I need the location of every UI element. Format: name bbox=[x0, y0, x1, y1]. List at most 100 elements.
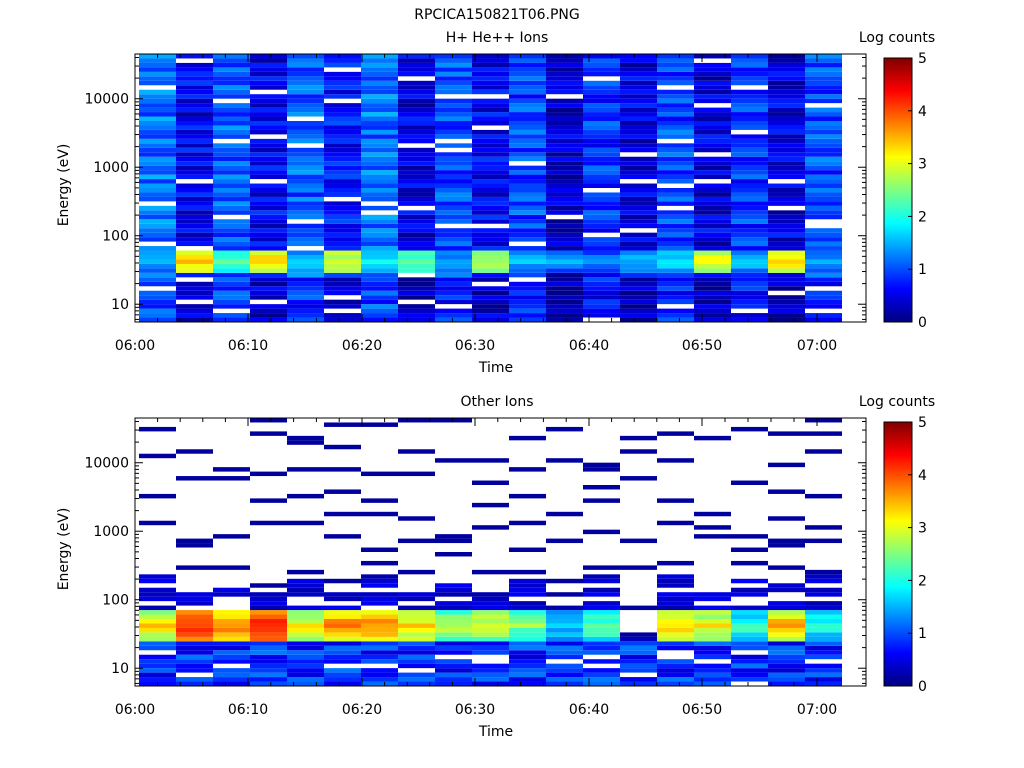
heatmap-cell bbox=[287, 668, 324, 673]
heatmap-cell bbox=[805, 263, 842, 269]
heatmap-cell bbox=[768, 121, 805, 126]
heatmap-cell bbox=[324, 627, 361, 633]
heatmap-cell bbox=[287, 179, 324, 184]
heatmap-cell bbox=[657, 62, 694, 68]
heatmap-cell bbox=[768, 672, 805, 678]
heatmap-cell bbox=[361, 89, 398, 95]
heatmap-cell bbox=[768, 116, 805, 121]
heatmap-cell bbox=[361, 246, 398, 251]
heatmap-cell bbox=[472, 174, 509, 180]
heatmap-cell bbox=[657, 210, 694, 215]
heatmap-cell bbox=[509, 290, 546, 296]
heatmap-cell bbox=[546, 255, 583, 260]
heatmap-cell bbox=[509, 76, 546, 81]
heatmap-cell bbox=[620, 255, 657, 260]
heatmap-cell bbox=[139, 677, 176, 682]
heatmap-cell bbox=[398, 196, 435, 202]
heatmap-cell bbox=[657, 281, 694, 287]
heatmap-cell bbox=[805, 125, 842, 130]
heatmap-cell bbox=[213, 58, 250, 63]
heatmap-cell bbox=[213, 192, 250, 197]
heatmap-cell bbox=[472, 116, 509, 121]
heatmap-cell bbox=[509, 116, 546, 121]
heatmap-cell bbox=[250, 672, 287, 678]
heatmap-cell bbox=[472, 263, 509, 269]
heatmap-cell bbox=[509, 67, 546, 72]
heatmap-cell bbox=[546, 290, 583, 296]
heatmap-cell bbox=[398, 418, 435, 423]
heatmap-cell bbox=[768, 103, 805, 108]
heatmap-cell bbox=[472, 219, 509, 224]
heatmap-cell bbox=[435, 313, 472, 318]
heatmap-cell bbox=[398, 147, 435, 153]
heatmap-cell bbox=[250, 107, 287, 113]
heatmap-cell bbox=[435, 161, 472, 166]
heatmap-cell bbox=[805, 619, 842, 624]
heatmap-cell bbox=[657, 76, 694, 81]
heatmap-cell bbox=[176, 116, 213, 121]
heatmap-cell bbox=[509, 317, 546, 322]
heatmap-cell bbox=[287, 299, 324, 305]
heatmap-cell bbox=[324, 210, 361, 215]
heatmap-cell bbox=[509, 54, 546, 59]
heatmap-cell bbox=[657, 121, 694, 126]
heatmap-cell bbox=[657, 54, 694, 59]
heatmap-cell bbox=[620, 67, 657, 72]
heatmap-cell bbox=[139, 210, 176, 215]
heatmap-cell bbox=[657, 498, 694, 503]
heatmap-cell bbox=[398, 188, 435, 193]
heatmap-cell bbox=[731, 210, 768, 215]
heatmap-cell bbox=[731, 241, 768, 247]
heatmap-cell bbox=[583, 299, 620, 305]
heatmap-cell bbox=[324, 659, 361, 664]
heatmap-cell bbox=[176, 627, 213, 633]
heatmap-cell bbox=[546, 250, 583, 255]
heatmap-cell bbox=[250, 605, 287, 611]
heatmap-cell bbox=[324, 304, 361, 309]
colorbar-tick-label: 0 bbox=[918, 315, 927, 331]
heatmap-cell bbox=[250, 67, 287, 72]
heatmap-cell bbox=[509, 627, 546, 633]
heatmap-cell bbox=[509, 467, 546, 472]
heatmap-cell bbox=[472, 304, 509, 309]
heatmap-cell bbox=[694, 94, 731, 99]
heatmap-cell bbox=[213, 125, 250, 130]
heatmap-cell bbox=[657, 192, 694, 197]
heatmap-cell bbox=[768, 263, 805, 269]
heatmap-cell bbox=[435, 232, 472, 238]
heatmap-cell bbox=[768, 605, 805, 611]
heatmap-cell bbox=[620, 62, 657, 68]
heatmap-cell bbox=[509, 71, 546, 77]
heatmap-cell bbox=[435, 672, 472, 678]
heatmap-cell bbox=[361, 560, 398, 566]
heatmap-cell bbox=[583, 650, 620, 655]
heatmap-cell bbox=[805, 183, 842, 188]
heatmap-cell bbox=[287, 313, 324, 318]
heatmap-cell bbox=[694, 223, 731, 229]
heatmap-cell bbox=[435, 268, 472, 273]
heatmap-cell bbox=[361, 156, 398, 162]
heatmap-cell bbox=[250, 228, 287, 233]
heatmap-cell bbox=[731, 614, 768, 619]
heatmap-cell bbox=[731, 272, 768, 278]
heatmap-cell bbox=[139, 277, 176, 282]
y-tick-label: 100 bbox=[102, 229, 129, 245]
heatmap-cell bbox=[472, 632, 509, 637]
heatmap-cell bbox=[731, 219, 768, 224]
heatmap-cell bbox=[694, 165, 731, 171]
heatmap-cell bbox=[620, 645, 657, 651]
heatmap-cell bbox=[176, 650, 213, 655]
heatmap-cell bbox=[250, 129, 287, 135]
heatmap-cell bbox=[435, 228, 472, 233]
heatmap-cell bbox=[361, 161, 398, 166]
heatmap-cell bbox=[546, 85, 583, 90]
heatmap-cell bbox=[768, 192, 805, 197]
heatmap-cell bbox=[620, 659, 657, 664]
heatmap-cell bbox=[287, 569, 324, 575]
heatmap-cell bbox=[509, 619, 546, 624]
heatmap-cell bbox=[361, 232, 398, 238]
heatmap-cell bbox=[768, 241, 805, 247]
heatmap-cell bbox=[250, 138, 287, 144]
heatmap-cell bbox=[694, 71, 731, 77]
